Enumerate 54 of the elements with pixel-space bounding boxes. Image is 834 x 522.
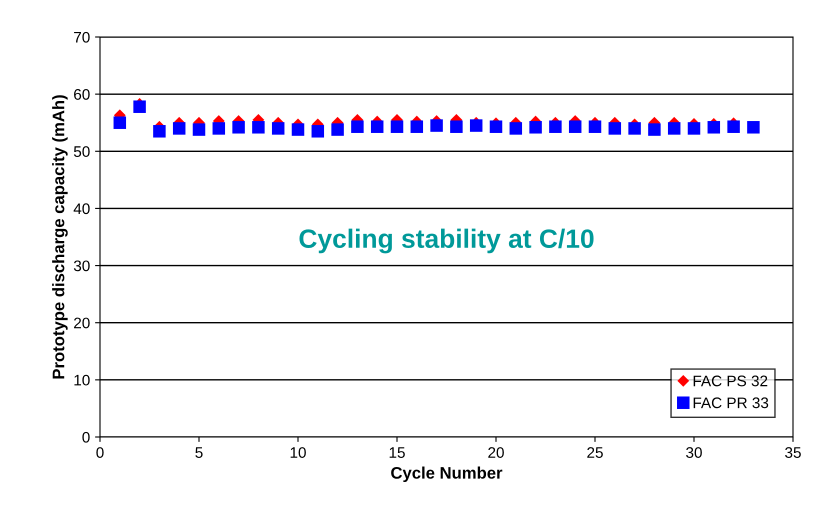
y-tick-label: 60 [74, 89, 90, 100]
legend-label: FAC PR 33 [694, 397, 768, 408]
legend-label: FAC PS 32 [694, 376, 768, 386]
x-axis-title: Cycle Number [391, 466, 502, 482]
point [192, 123, 206, 136]
point [351, 120, 364, 133]
point [390, 120, 404, 133]
point [450, 120, 463, 133]
y-tick-label: 20 [74, 318, 90, 328]
point [370, 120, 384, 133]
point [153, 125, 166, 138]
y-tick-label: 10 [74, 374, 90, 386]
point [648, 123, 661, 136]
point [292, 123, 304, 136]
x-tick-label: 0 [96, 447, 104, 458]
x-tick-label: 20 [488, 447, 504, 458]
point [470, 119, 482, 132]
point [568, 120, 582, 133]
point [747, 121, 760, 134]
point [430, 119, 443, 132]
y-axis-title: Prototype discharge capacity (mAh) [52, 95, 68, 379]
point [490, 120, 502, 133]
point [331, 123, 344, 136]
point [114, 116, 126, 129]
point [688, 122, 700, 135]
point [549, 120, 562, 133]
point [272, 122, 284, 135]
point [172, 122, 186, 135]
y-tick-label: 30 [74, 260, 90, 272]
point [212, 122, 226, 135]
x-tick-label: 15 [390, 447, 405, 458]
point [668, 122, 680, 135]
point [727, 120, 740, 133]
y-tick-label: 70 [74, 32, 90, 43]
point [133, 100, 146, 113]
point [232, 121, 245, 134]
x-tick-label: 35 [785, 447, 801, 458]
x-tick-label: 30 [686, 447, 702, 458]
y-tick-label: 40 [74, 203, 90, 214]
y-tick-label: 50 [74, 146, 90, 157]
point [628, 122, 641, 135]
point [410, 120, 424, 133]
point [529, 121, 542, 134]
point [608, 122, 622, 135]
y-tick-label: 0 [82, 432, 90, 443]
point [312, 125, 324, 138]
x-tick-label: 10 [290, 447, 306, 458]
x-tick-label: 25 [587, 447, 603, 458]
x-tick-label: 5 [195, 447, 203, 458]
point [510, 122, 522, 135]
text: Cycling stability at C/10 [299, 228, 594, 254]
point [708, 121, 720, 134]
point [588, 120, 602, 133]
point [252, 121, 265, 134]
